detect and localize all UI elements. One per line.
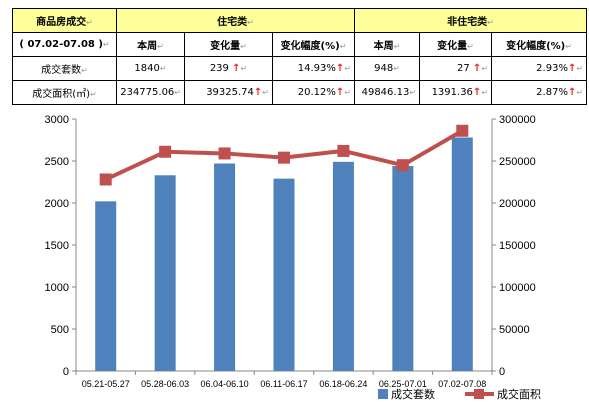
line-point-06.11-06.17 xyxy=(278,151,290,164)
header-non-residential: 非住宅类↵ xyxy=(354,8,588,33)
non-week-cell: 948↵ xyxy=(354,56,421,81)
y-left-tick-label: 500 xyxy=(51,324,69,336)
line-point-05.28-06.03 xyxy=(159,145,172,158)
non-pct-cell: 2.93%↑↵ xyxy=(491,56,588,81)
combo-chart: 0 500 1000 1500 2000 2500 3000 0 50000 100000 1500… xyxy=(45,114,541,401)
bar-05.21-05.27 xyxy=(95,201,117,371)
y-right-tick-label: 250000 xyxy=(499,156,536,168)
up-arrow-icon: ↑ xyxy=(472,63,482,74)
x-tick-label: 05.21-05.27 xyxy=(82,379,130,389)
non-change-header: 变化量↵ xyxy=(419,32,493,57)
line-point-07.02-07.08 xyxy=(456,124,469,137)
x-tick-label: 06.04-06.10 xyxy=(201,379,249,389)
res-pct-cell: 14.93%↑↵ xyxy=(271,56,356,81)
bar-06.04-06.10 xyxy=(214,163,236,371)
up-arrow-icon: ↑ xyxy=(472,87,482,98)
x-tick-label: 05.28-06.03 xyxy=(141,379,189,389)
row-label: 成交套数↵ xyxy=(12,56,117,81)
plot-area: 0 500 1000 1500 2000 2500 3000 0 50000 100000 1500… xyxy=(45,114,541,401)
bar-06.18-06.24 xyxy=(332,161,354,371)
bar-06.11-06.17 xyxy=(273,178,295,371)
res-change-cell: 39325.74↑↵ xyxy=(184,80,273,105)
y-right-tick-label: 100000 xyxy=(499,282,536,294)
bar-07.02-07.08 xyxy=(451,137,473,371)
line-point-06.25-07.01 xyxy=(396,159,409,172)
y-right-tick-label: 50000 xyxy=(499,324,530,336)
y-left-tick-label: 0 xyxy=(63,366,69,378)
y-left-tick-label: 2000 xyxy=(45,198,69,210)
table-header-row: 商品房成交↵ 住宅类↵ 非住宅类↵ xyxy=(12,8,588,33)
y-left-tick-label: 3000 xyxy=(45,114,69,126)
legend-bar-swatch xyxy=(378,389,388,399)
up-arrow-icon: ↑ xyxy=(567,63,577,74)
table-row: 成交面积(㎡)↵ 234775.06↵ 39325.74↑↵ 20.12%↑↵ … xyxy=(12,80,588,105)
up-arrow-icon: ↑ xyxy=(335,87,345,98)
res-pct-header: 变化幅度(%)↵ xyxy=(271,32,356,57)
x-tick-label: 06.25-07.01 xyxy=(379,379,427,389)
row-label: 成交面积(㎡)↵ xyxy=(12,80,117,105)
up-arrow-icon: ↑ xyxy=(567,87,577,98)
legend-bar-label: 成交套数 xyxy=(391,387,435,401)
res-week-cell: 234775.06↵ xyxy=(116,80,185,105)
res-change-header: 变化量↵ xyxy=(184,32,273,57)
table-row: 成交套数↵ 1840↵ 239 ↑↵ 14.93%↑↵ 948↵ 27 ↑↵ 2… xyxy=(12,56,588,81)
up-arrow-icon: ↑ xyxy=(253,87,263,98)
x-tick-label: 06.11-06.17 xyxy=(260,379,307,389)
y-left-tick-label: 1500 xyxy=(45,240,69,252)
legend-line-label: 成交面积 xyxy=(497,387,541,401)
header-residential: 住宅类↵ xyxy=(115,8,356,33)
x-tick-label: 06.18-06.24 xyxy=(319,379,367,389)
table-subheader-row: ( 07.02-07.08 )↵ 本周↵ 变化量↵ 变化幅度(%)↵ 本周↵ 变… xyxy=(12,32,588,57)
y-right-tick-label: 200000 xyxy=(499,198,536,210)
line-point-06.04-06.10 xyxy=(218,147,231,160)
res-week-header: 本周↵ xyxy=(116,32,185,57)
line-point-06.18-06.24 xyxy=(337,144,350,157)
res-pct-cell: 20.12%↑↵ xyxy=(271,80,356,105)
non-week-header: 本周↵ xyxy=(354,32,421,57)
y-left-tick-label: 1000 xyxy=(45,282,69,294)
legend-line-marker xyxy=(474,389,484,399)
header-title: 商品房成交↵ xyxy=(12,8,117,33)
res-week-cell: 1840↵ xyxy=(116,56,185,81)
bar-05.28-06.03 xyxy=(154,175,176,371)
bar-06.25-07.01 xyxy=(392,166,414,371)
non-change-cell: 27 ↑↵ xyxy=(419,56,493,81)
stats-table: 商品房成交↵ 住宅类↵ 非住宅类↵ ( 07.02-07.08 )↵ 本周↵ 变… xyxy=(12,8,588,105)
y-left-tick-label: 2500 xyxy=(45,156,69,168)
up-arrow-icon: ↑ xyxy=(335,63,345,74)
non-pct-cell: 2.87%↑↵ xyxy=(491,80,588,105)
line-point-05.21-05.27 xyxy=(99,173,112,186)
x-tick-label: 07.02-07.08 xyxy=(438,379,486,389)
res-change-cell: 239 ↑↵ xyxy=(184,56,273,81)
y-right-tick-label: 150000 xyxy=(499,240,536,252)
non-pct-header: 变化幅度(%)↵ xyxy=(491,32,588,57)
period-cell: ( 07.02-07.08 )↵ xyxy=(12,32,117,57)
non-change-cell: 1391.36↑↵ xyxy=(419,80,493,105)
up-arrow-icon: ↑ xyxy=(232,63,241,74)
y-right-tick-label: 0 xyxy=(499,366,505,378)
non-week-cell: 49846.13↵ xyxy=(354,80,421,105)
y-right-tick-label: 300000 xyxy=(499,114,536,126)
